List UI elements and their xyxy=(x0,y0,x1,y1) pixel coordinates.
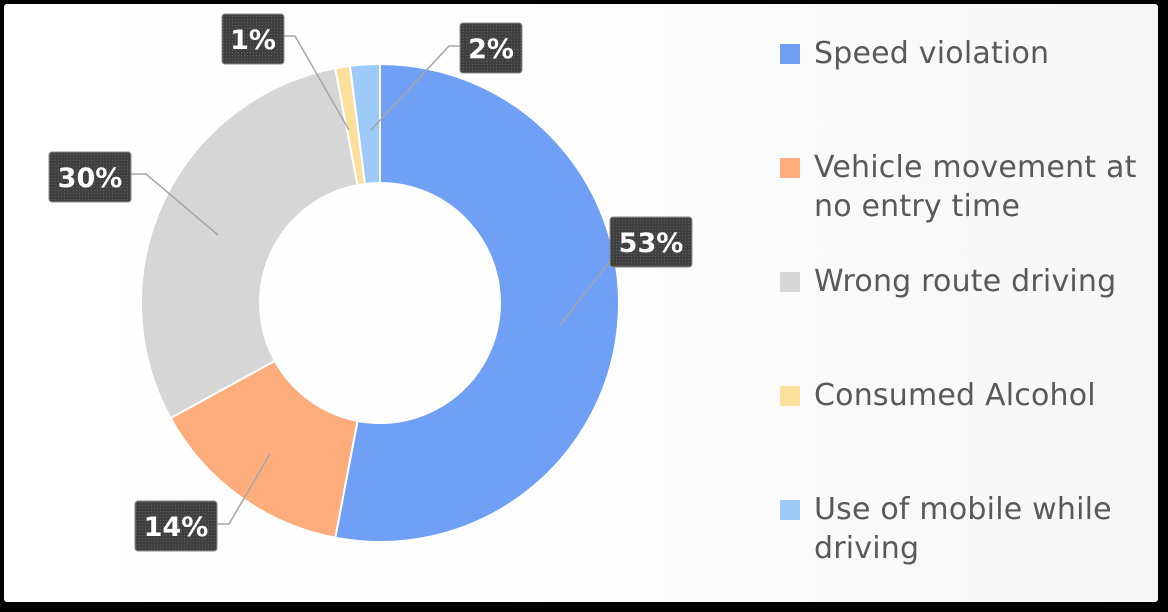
data-label-use-of-mobile-while-driving: 2% xyxy=(459,22,523,74)
legend-swatch xyxy=(780,158,800,178)
legend-swatch xyxy=(780,272,800,292)
legend-label: Vehicle movement at no entry time xyxy=(814,150,1137,224)
legend-label: Consumed Alcohol xyxy=(814,378,1096,413)
data-label-box xyxy=(48,151,132,203)
legend-item-wrong-route: Wrong route driving xyxy=(780,262,1154,301)
legend-label: Speed violation xyxy=(814,36,1050,71)
legend-swatch xyxy=(780,44,800,64)
data-label-text: 53% xyxy=(619,228,684,259)
leader-line-use-of-mobile-while-driving xyxy=(370,45,460,131)
chart-panel: 53% 14% 30% 1% 2% Speed violation Vehicle mo… xyxy=(4,4,1158,602)
legend-item-alcohol: Consumed Alcohol xyxy=(780,376,1154,415)
data-label-box xyxy=(609,216,693,268)
data-label-text: 14% xyxy=(144,512,209,543)
data-label-consumed-alcohol: 1% xyxy=(221,13,285,65)
legend-item-speed-violation: Speed violation xyxy=(780,34,1154,73)
slice-wrong-route-driving xyxy=(140,67,359,420)
data-label-box xyxy=(459,22,523,74)
slice-speed-violation xyxy=(334,62,620,543)
slice-vehicle-movement-at-no-entry-time xyxy=(169,359,359,539)
data-label-speed-violation: 53% xyxy=(609,216,693,268)
legend-swatch xyxy=(780,500,800,520)
legend-swatch xyxy=(780,386,800,406)
legend-label: Wrong route driving xyxy=(814,264,1117,299)
data-label-box xyxy=(134,500,218,552)
data-label-vehicle-movement-at-no-entry-time: 14% xyxy=(134,500,218,552)
data-label-text: 30% xyxy=(58,163,123,194)
legend-item-no-entry: Vehicle movement at no entry time xyxy=(780,148,1154,226)
slice-use-of-mobile-while-driving xyxy=(348,62,381,186)
leader-line-consumed-alcohol xyxy=(284,35,350,131)
data-label-box xyxy=(221,13,285,65)
legend-label: Use of mobile while driving xyxy=(814,492,1112,566)
data-label-wrong-route-driving: 30% xyxy=(48,151,132,203)
leader-line-wrong-route-driving xyxy=(131,173,219,236)
donut-chart: 53% 14% 30% 1% 2% xyxy=(48,13,693,552)
data-label-text: 1% xyxy=(230,25,276,56)
data-label-text: 2% xyxy=(468,34,514,65)
leader-line-vehicle-movement-at-no-entry-time xyxy=(217,453,271,525)
legend-item-mobile: Use of mobile while driving xyxy=(780,490,1154,568)
